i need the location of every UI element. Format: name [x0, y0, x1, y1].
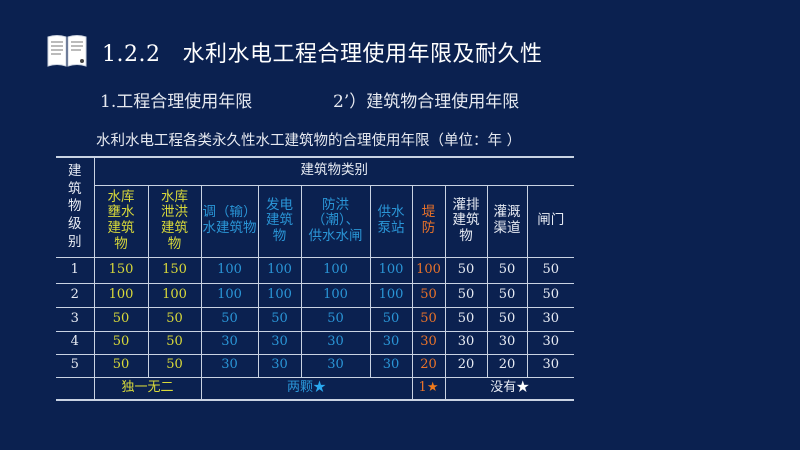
value-cell: 30: [486, 330, 528, 355]
table-row: 5 50 50 30 30 30 30 20 20 20 30: [56, 353, 574, 378]
footer-group-yellow: 独一无二: [93, 376, 202, 401]
value-cell: 30: [526, 353, 574, 378]
table-row: 1 150 150 100 100 100 100 100 50 50 50: [56, 256, 574, 284]
value-cell: 20: [411, 353, 446, 378]
value-cell: 150: [147, 256, 202, 284]
value-cell: 50: [147, 353, 202, 378]
value-cell: 30: [257, 330, 302, 355]
value-cell: 50: [444, 282, 488, 308]
title-text: 水利水电工程合理使用年限及耐久性: [182, 42, 543, 67]
value-cell: 100: [300, 256, 371, 284]
value-cell: 50: [411, 282, 446, 308]
value-cell: 30: [300, 353, 371, 378]
col-header: 发电建筑物: [257, 184, 302, 258]
value-cell: 50: [526, 282, 574, 308]
table-row: 3 50 50 50 50 50 50 50 50 50 30: [56, 306, 574, 332]
value-cell: 30: [369, 353, 413, 378]
table-caption: 水利水电工程各类永久性水工建筑物的合理使用年限（单位：年 ）: [96, 133, 522, 149]
value-cell: 50: [147, 330, 202, 355]
star-icon: ★: [516, 379, 530, 395]
footer-empty-cell: [56, 376, 95, 401]
value-cell: 100: [200, 282, 259, 308]
page-title: 1.2.2 水利水电工程合理使用年限及耐久性: [102, 36, 543, 68]
level-cell: 5: [56, 353, 95, 378]
value-cell: 50: [486, 256, 528, 284]
star-icon: ★: [313, 379, 327, 395]
value-cell: 50: [300, 306, 371, 332]
star-icon: ★: [426, 379, 439, 395]
value-cell: 30: [257, 353, 302, 378]
value-cell: 50: [93, 306, 149, 332]
service-life-table: 建筑物级别 建筑物类别 水库壅水建筑物 水库泄洪建筑物 调（输）水建筑物 发电建…: [56, 156, 574, 401]
value-cell: 50: [147, 306, 202, 332]
col-header: 调（输）水建筑物: [200, 184, 259, 258]
value-cell: 30: [369, 330, 413, 355]
row-header-level: 建筑物级别: [56, 156, 95, 258]
level-cell: 2: [56, 282, 95, 308]
value-cell: 30: [526, 306, 574, 332]
value-cell: 100: [257, 282, 302, 308]
value-cell: 50: [257, 306, 302, 332]
value-cell: 100: [411, 256, 446, 284]
value-cell: 50: [369, 306, 413, 332]
section-number: 1.2.2: [102, 42, 161, 67]
value-cell: 50: [444, 256, 488, 284]
value-cell: 30: [200, 330, 259, 355]
value-cell: 20: [486, 353, 528, 378]
col-header: 供水泵站: [369, 184, 413, 258]
value-cell: 150: [93, 256, 149, 284]
footer-group-white: 没有★: [444, 376, 574, 401]
open-book-icon: [47, 35, 87, 67]
col-header: 水库壅水建筑物: [94, 184, 149, 258]
value-cell: 50: [486, 306, 528, 332]
col-header: 灌溉渠道: [486, 184, 528, 258]
value-cell: 20: [444, 353, 488, 378]
value-cell: 50: [526, 256, 574, 284]
value-cell: 100: [147, 282, 202, 308]
table-footer-row: 独一无二 两颗★ 1★ 没有★: [56, 376, 574, 401]
value-cell: 30: [444, 330, 488, 355]
value-cell: 50: [411, 306, 446, 332]
col-header: 水库泄洪建筑物: [147, 184, 202, 258]
value-cell: 30: [411, 330, 446, 355]
level-cell: 1: [56, 256, 95, 284]
value-cell: 50: [93, 353, 149, 378]
value-cell: 100: [369, 282, 413, 308]
value-cell: 100: [369, 256, 413, 284]
value-cell: 50: [486, 282, 528, 308]
level-cell: 4: [56, 330, 95, 355]
footer-group-blue: 两颗★: [200, 376, 413, 401]
col-header: 灌排建筑物: [444, 184, 488, 258]
col-header: 闸门: [526, 184, 574, 258]
col-header: 堤防: [411, 184, 446, 258]
table-row: 2 100 100 100 100 100 100 50 50 50 50: [56, 282, 574, 308]
level-cell: 3: [56, 306, 95, 332]
value-cell: 100: [93, 282, 149, 308]
value-cell: 30: [526, 330, 574, 355]
value-cell: 30: [300, 330, 371, 355]
value-cell: 100: [300, 282, 371, 308]
footer-group-orange: 1★: [411, 376, 446, 401]
subheading-right: 2’）建筑物合理使用年限: [333, 92, 520, 112]
subheading-left: 1.工程合理使用年限: [100, 92, 253, 112]
value-cell: 50: [93, 330, 149, 355]
value-cell: 100: [257, 256, 302, 284]
group-header-category: 建筑物类别: [93, 156, 574, 186]
col-header: 防洪（潮）、供水水闸: [300, 184, 371, 258]
value-cell: 50: [444, 306, 488, 332]
value-cell: 50: [200, 306, 259, 332]
table-row: 4 50 50 30 30 30 30 30 30 30 30: [56, 330, 574, 355]
value-cell: 100: [200, 256, 259, 284]
value-cell: 30: [200, 353, 259, 378]
